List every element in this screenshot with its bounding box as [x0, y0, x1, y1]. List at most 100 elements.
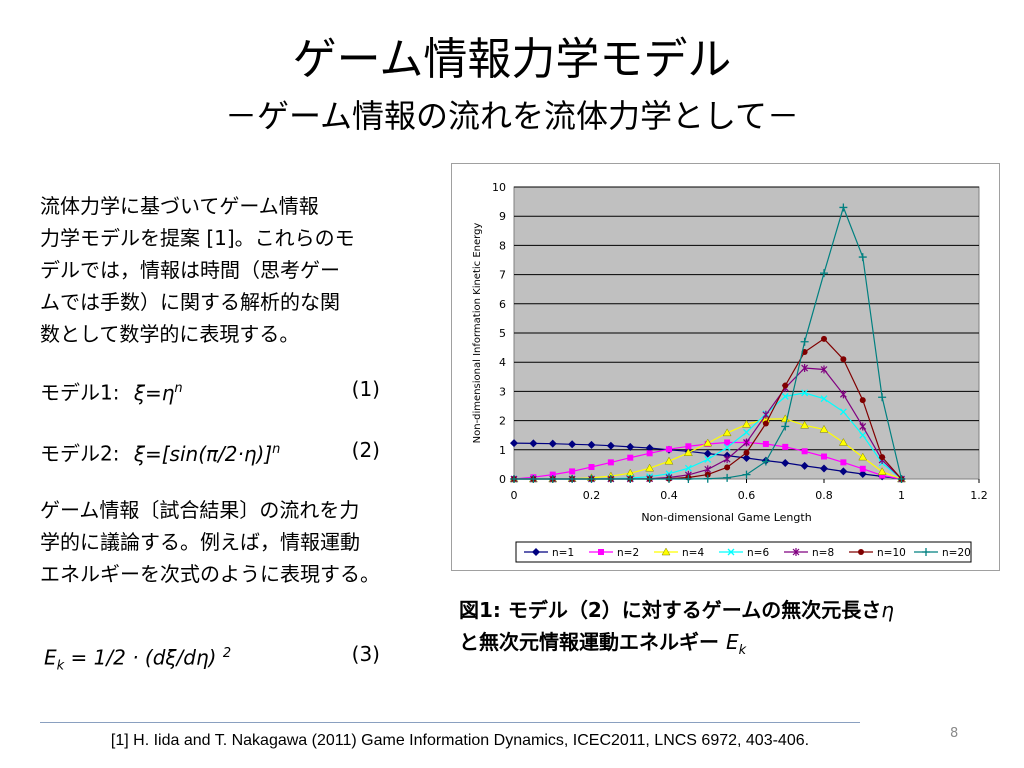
data-point: [838, 437, 848, 446]
data-point: [606, 475, 615, 483]
data-point: [743, 428, 750, 436]
page-number: 8: [950, 726, 959, 741]
data-point: [839, 390, 847, 399]
data-point: [859, 431, 867, 439]
legend-marker: [922, 548, 930, 556]
figure-caption: 図1: モデル（2）に対するゲームの無次元長さη と無次元情報運動エネルギー E…: [459, 594, 999, 667]
intro-line: 流体力学に基づいてゲーム情報: [40, 194, 319, 218]
model2-formula: モデル2: ξ=[sin(π/2·η)]n (2): [40, 436, 380, 468]
y-tick-label: 8: [499, 239, 506, 252]
model1-number: (1): [351, 377, 380, 401]
data-point: [762, 410, 770, 419]
legend-marker: [661, 547, 671, 556]
slide-title: ゲーム情報力学モデル: [292, 34, 732, 85]
caption-ek-sub: k: [738, 643, 747, 658]
caption-line-1: 図1: モデル（2）に対するゲームの無次元長さ: [459, 598, 882, 622]
legend-label: n=8: [812, 547, 834, 559]
data-point: [704, 455, 712, 463]
series-n-20: [510, 203, 906, 483]
legend-label: n=2: [617, 547, 639, 559]
data-point: [703, 449, 712, 458]
data-point: [897, 475, 906, 483]
data-point: [820, 365, 828, 374]
data-point: [645, 475, 654, 483]
data-point: [722, 428, 732, 437]
data-point: [626, 475, 635, 483]
legend-entry: n=2: [589, 547, 639, 559]
formula3-exponent: 2: [222, 646, 232, 661]
data-point: [529, 475, 538, 483]
caption-eta: η: [881, 598, 894, 622]
x-tick-label: 1: [898, 489, 905, 502]
model1-label: モデル1:: [40, 380, 120, 405]
data-point: [821, 453, 827, 460]
data-point: [781, 392, 789, 400]
x-axis-label: Non-dimensional Game Length: [641, 511, 811, 524]
data-point: [800, 420, 810, 429]
legend-entry: n=10: [849, 547, 906, 559]
data-point: [820, 464, 828, 473]
y-tick-label: 3: [499, 385, 506, 398]
y-tick-label: 2: [499, 415, 506, 428]
data-point: [510, 439, 518, 448]
legend-label: n=6: [747, 547, 769, 559]
data-point: [703, 474, 712, 483]
data-point: [627, 454, 634, 461]
y-tick-label: 0: [499, 473, 506, 486]
data-point: [510, 475, 518, 483]
model1-expression: ξ=η: [133, 380, 175, 405]
intro-line: 数として数学的に表現する。: [40, 322, 300, 346]
data-point: [819, 424, 829, 433]
data-point: [877, 467, 887, 475]
legend-marker: [858, 549, 864, 555]
data-point: [743, 449, 750, 456]
body-line: 学的に議論する。例えば，情報運動: [40, 530, 360, 554]
data-point: [587, 440, 596, 449]
data-point: [839, 408, 847, 416]
data-point: [801, 389, 809, 397]
intro-text: 流体力学に基づいてゲーム情報 力学モデルを提案 [1]。これらのモ デルでは，情…: [40, 190, 440, 350]
data-point: [723, 455, 731, 464]
data-point: [606, 441, 615, 450]
data-point: [645, 463, 655, 472]
data-point: [800, 461, 809, 470]
legend-marker: [727, 548, 735, 556]
y-tick-label: 6: [499, 298, 506, 311]
data-point: [761, 457, 770, 466]
y-tick-label: 1: [499, 444, 506, 457]
data-point: [820, 395, 828, 403]
data-point: [781, 422, 790, 431]
formula3: Ek = 1/2 · (dξ/dη) 2 (3): [44, 640, 384, 681]
footnote: [1] H. Iida and T. Nakagawa (2011) Game …: [110, 732, 810, 749]
legend-label: n=20: [942, 547, 971, 559]
data-point: [840, 356, 847, 363]
legend-box: [515, 541, 972, 563]
data-point: [858, 470, 867, 479]
caption-line-2: と無次元情報運動エネルギー: [459, 630, 726, 654]
formula3-rhs: = 1/2 · (dξ/dη): [64, 645, 223, 670]
y-axis-label: Non-dimensional Information Kinetic Ener…: [472, 223, 483, 444]
legend-entry: n=1: [524, 547, 574, 559]
data-point: [782, 382, 789, 389]
data-point: [607, 459, 614, 466]
x-tick-label: 0.6: [738, 489, 756, 502]
data-point: [801, 364, 809, 373]
data-point: [646, 450, 653, 457]
line-chart: 0 1 2 3 4 5 6 7 8 9 10 0 0.2 0.4 0.6 0.8 1 1.2 Non-dimensi…: [472, 181, 988, 563]
data-point: [683, 448, 693, 456]
data-point: [587, 475, 596, 483]
data-point: [800, 337, 809, 346]
data-point: [840, 459, 847, 466]
y-tick-label: 7: [499, 269, 506, 282]
data-point: [569, 468, 576, 475]
data-point: [703, 438, 713, 447]
data-point: [859, 397, 866, 404]
data-point: [762, 440, 769, 447]
x-tick-label: 0: [511, 489, 518, 502]
data-point: [723, 473, 732, 482]
data-point: [742, 419, 751, 428]
x-tick-label: 0.4: [660, 489, 678, 502]
data-point: [858, 452, 868, 461]
data-point: [821, 335, 827, 342]
data-point: [859, 465, 866, 472]
